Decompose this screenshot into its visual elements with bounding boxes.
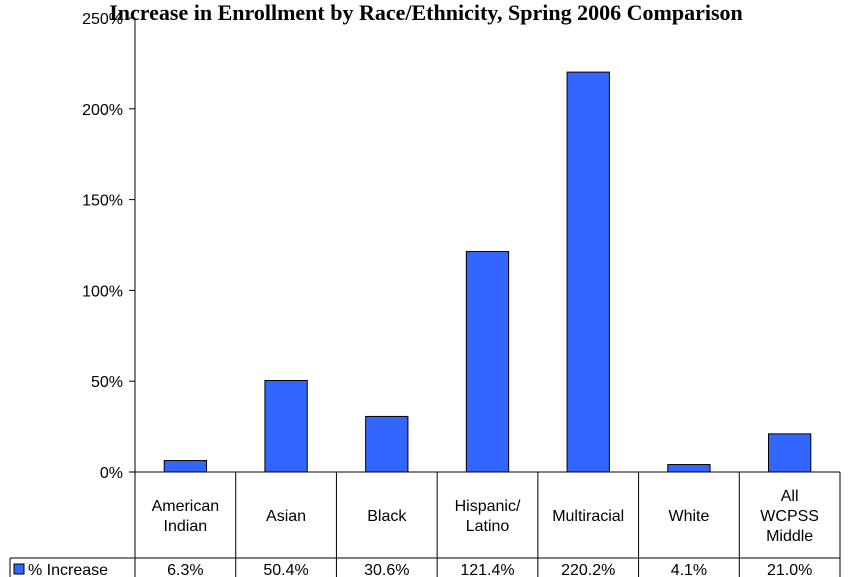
bars — [163, 71, 812, 473]
data-table-value: 30.6% — [364, 562, 409, 577]
y-tick-label: 50% — [91, 374, 123, 391]
bar — [566, 71, 610, 473]
category-label: American — [152, 498, 220, 515]
bar — [264, 379, 308, 473]
category-label: All — [781, 488, 799, 505]
y-tick-label: 200% — [82, 102, 123, 119]
y-tick-label: 100% — [82, 283, 123, 300]
bar — [465, 251, 510, 473]
category-label: Asian — [266, 508, 306, 525]
category-label: Indian — [164, 518, 208, 535]
axes: 0% 50% 100% 150% 200% 250% — [82, 11, 136, 482]
data-table: American Indian Asian Black Hispanic/Latino M… — [9, 471, 841, 577]
y-tick-label: 0% — [100, 465, 123, 482]
category-label: Middle — [766, 528, 813, 545]
category-label: WCPSS — [760, 508, 819, 525]
data-table-value: 50.4% — [263, 562, 308, 577]
data-table-value: 4.1% — [671, 562, 707, 577]
data-table-value: 121.4% — [460, 562, 514, 577]
category-label: White — [668, 508, 709, 525]
category-label: Multiracial — [552, 508, 624, 525]
bar — [667, 464, 711, 473]
bar — [365, 415, 409, 473]
data-table-value: 220.2% — [561, 562, 615, 577]
legend-swatch — [13, 563, 25, 575]
bar — [163, 460, 208, 473]
legend-label: % Increase — [28, 562, 108, 577]
chart-title: Increase in Enrollment by Race/Ethnicity… — [109, 0, 743, 25]
category-label: Black — [367, 508, 407, 525]
category-label: Latino — [466, 518, 510, 535]
y-tick-label: 150% — [82, 193, 123, 210]
y-tick-label: 250% — [82, 11, 123, 28]
bar — [767, 433, 812, 473]
data-table-value: 21.0% — [767, 562, 812, 577]
category-label: Hispanic/ — [455, 498, 521, 515]
data-table-value: 6.3% — [167, 562, 203, 577]
